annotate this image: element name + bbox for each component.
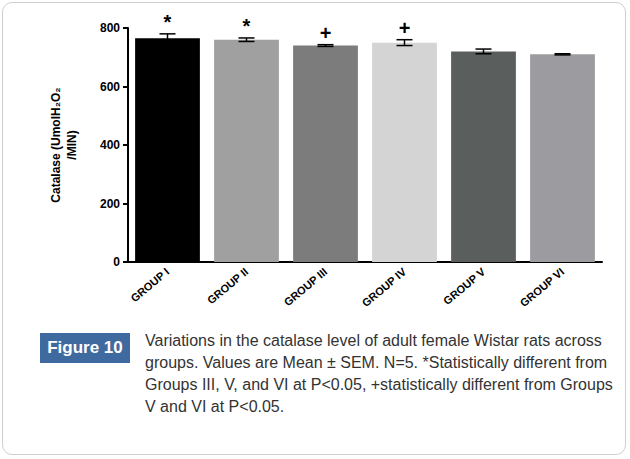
- svg-text:*: *: [164, 11, 172, 33]
- svg-text:+: +: [320, 22, 332, 44]
- svg-text:*: *: [243, 15, 251, 37]
- svg-text:GROUP I: GROUP I: [128, 265, 171, 304]
- svg-text:GROUP IV: GROUP IV: [360, 265, 409, 309]
- svg-text:800: 800: [100, 21, 120, 35]
- svg-text:200: 200: [100, 197, 120, 211]
- svg-text:+: +: [399, 17, 411, 39]
- svg-text:400: 400: [100, 138, 120, 152]
- svg-text:GROUP II: GROUP II: [205, 265, 250, 306]
- svg-text:Catalase (UmolH₂O₂: Catalase (UmolH₂O₂: [49, 87, 63, 202]
- svg-text:0: 0: [113, 255, 120, 269]
- svg-text:GROUP III: GROUP III: [282, 265, 330, 308]
- svg-text:GROUP VI: GROUP VI: [518, 265, 567, 309]
- svg-text:600: 600: [100, 80, 120, 94]
- svg-text:GROUP V: GROUP V: [441, 265, 488, 307]
- svg-text:/MIN): /MIN): [65, 130, 79, 159]
- html-text:Figure 10: Figure 10: [47, 338, 123, 357]
- html-text:Variations in the catalase lev: Variations in the catalase level of adul…: [145, 332, 613, 415]
